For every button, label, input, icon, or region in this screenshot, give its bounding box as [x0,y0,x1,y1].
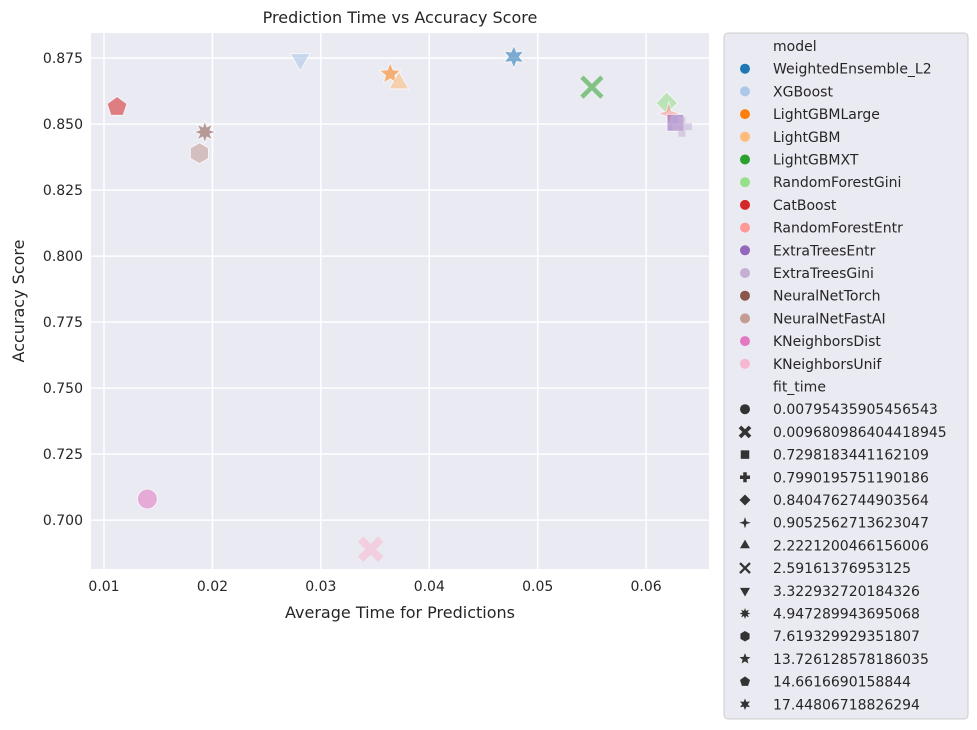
data-point [502,43,525,70]
legend-model-label: CatBoost [773,198,837,214]
data-point [388,70,410,90]
legend-marker [740,698,750,711]
grid-lines [91,33,709,569]
legend-swatch [740,245,750,256]
legend-items: WeightedEnsemble_L2 XGBoost LightGBMLarge L… [738,62,947,713]
legend-fit-time-label: 17.44806718826294 [773,697,920,713]
legend-model-label: XGBoost [773,84,833,100]
legend-swatch [740,290,750,301]
legend-marker [739,608,751,619]
legend-fit-time-label: 0.8404762744903564 [773,493,929,509]
legend-marker [739,562,751,574]
legend-swatch [740,336,750,347]
legend-fit-time-label: 0.9052562713623047 [773,516,929,532]
x-tick-label: 0.04 [414,579,445,595]
legend-fit-time-label: 13.726128578186035 [773,652,929,668]
data-point [358,536,384,562]
legend-swatch [740,358,750,369]
legend-model-label: NeuralNetFastAI [773,311,886,327]
legend-fit-time-label: 0.009680986404418945 [773,425,947,441]
legend-fit-time-label: 0.7990195751190186 [773,470,929,486]
legend-swatch [740,222,750,233]
legend-fit-time-label: 7.619329929351807 [773,629,920,645]
legend-model-label: KNeighborsDist [773,334,881,350]
legend-swatch [740,109,750,120]
legend-model-label: WeightedEnsemble_L2 [773,62,932,78]
data-point [106,95,128,116]
legend-fit-time-title: fit_time [773,380,826,396]
legend-swatch [740,177,750,188]
y-tick-label: 0.825 [43,183,83,199]
y-tick-label: 0.875 [43,51,83,67]
legend-marker [740,472,750,483]
data-point [378,61,403,85]
x-tick-label: 0.01 [88,579,119,595]
legend-marker [738,425,752,439]
x-axis-ticks: 0.01 0.02 0.03 0.04 0.05 0.06 [88,579,661,595]
data-point [189,142,210,165]
legend-model-label: NeuralNetTorch [773,289,881,305]
legend-marker [740,630,750,642]
legend-model-label: LightGBMLarge [773,107,880,123]
y-axis-ticks: 0.700 0.725 0.750 0.775 0.800 0.825 0.850 0.875 [43,51,83,529]
data-point [289,53,312,72]
legend-swatch [740,199,750,210]
legend-marker [740,404,750,415]
legend-swatch [740,268,750,278]
y-tick-label: 0.850 [43,117,83,133]
legend-model-label: LightGBM [773,130,840,146]
chart-title: Prediction Time vs Accuracy Score [263,8,538,27]
legend-swatch [740,86,750,97]
x-tick-label: 0.06 [631,579,662,595]
legend-fit-time-label: 2.59161376953125 [773,561,911,577]
legend-marker [740,539,750,549]
legend-swatch [740,131,750,142]
legend-marker [739,653,751,664]
y-tick-label: 0.775 [43,315,83,331]
y-tick-label: 0.725 [43,447,83,463]
legend-model-label: RandomForestEntr [773,221,903,237]
x-axis-label: Average Time for Predictions [285,603,515,622]
legend-fit-time-label: 0.00795435905456543 [773,402,938,418]
legend-fit-time-label: 3.322932720184326 [773,584,920,600]
data-point [671,116,692,137]
legend-model-label: ExtraTreesGini [773,266,874,282]
data-point [136,488,158,510]
legend-fit-time-label: 0.7298183441162109 [773,448,929,464]
legend-model-label: LightGBMXT [773,153,859,169]
y-tick-label: 0.700 [43,513,83,529]
legend-model-label: RandomForestGini [773,175,901,191]
y-tick-label: 0.800 [43,249,83,265]
legend-marker [740,676,750,686]
y-axis-label: Accuracy Score [9,240,28,363]
x-tick-label: 0.02 [197,579,228,595]
plot-area [91,33,709,569]
legend-swatch [740,313,750,324]
legend-model-label: KNeighborsUnif [773,357,882,373]
y-tick-label: 0.750 [43,381,83,397]
data-point [192,119,218,145]
data-point [580,75,604,99]
legend-model-label: ExtraTreesEntr [773,243,876,259]
legend-fit-time-label: 4.947289943695068 [773,607,920,623]
legend-model-title: model [773,39,817,55]
legend: model fit_time WeightedEnsemble_L2 XGBoos… [723,32,969,720]
legend-frame [723,32,969,720]
legend-swatch [740,63,750,74]
legend-fit-time-label: 2.2221200466156006 [773,538,929,554]
legend-swatch [740,154,750,165]
x-tick-label: 0.03 [305,579,336,595]
x-tick-label: 0.05 [522,579,553,595]
data-points [106,43,692,562]
legend-marker [740,587,750,597]
legend-marker [739,494,751,506]
legend-marker [740,450,750,459]
legend-fit-time-label: 14.6616690158844 [773,675,911,691]
legend-marker [739,516,751,529]
